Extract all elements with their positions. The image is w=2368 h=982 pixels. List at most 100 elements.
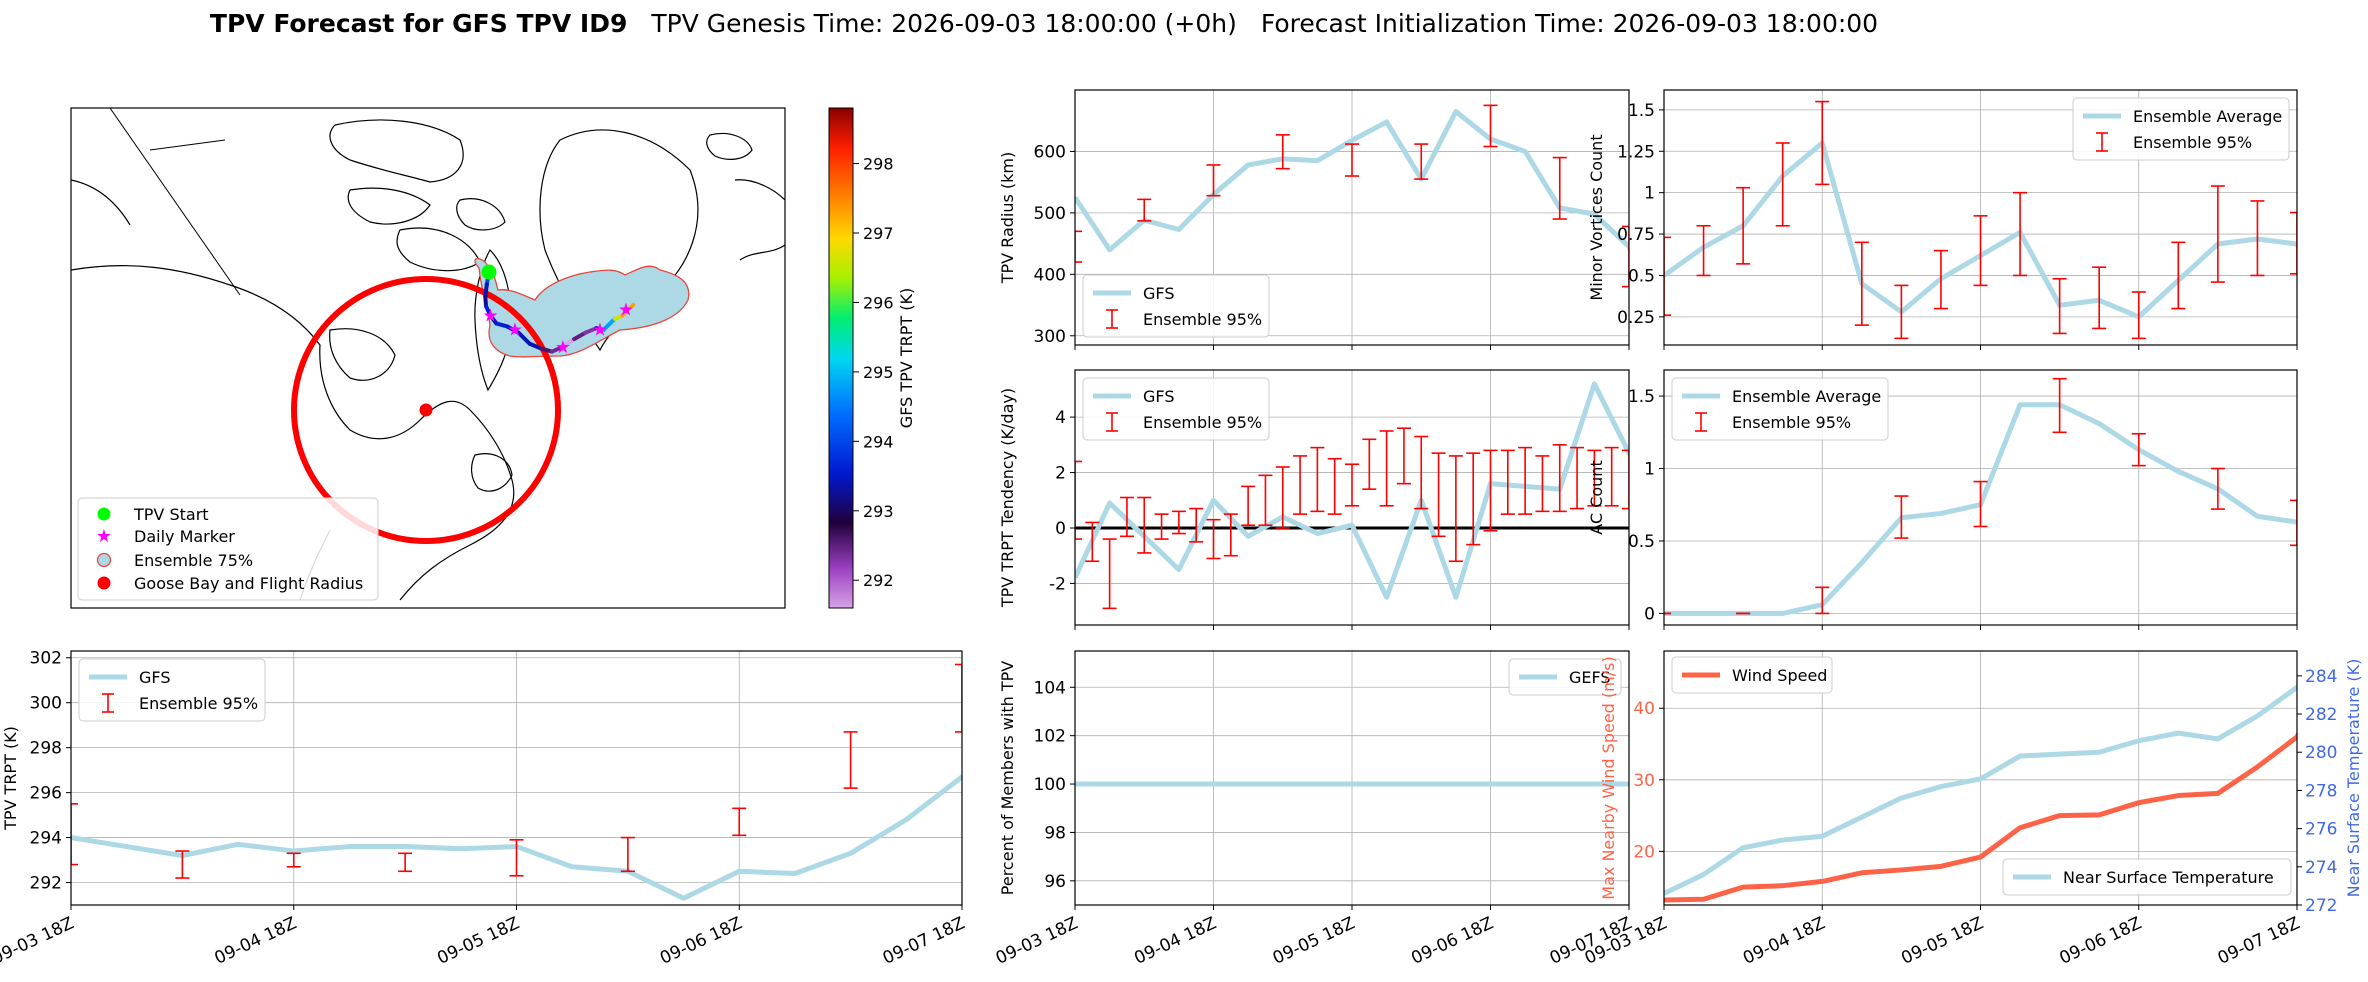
track-segment [583, 326, 599, 335]
daily-marker-star: ★ [618, 299, 634, 320]
daily-marker-star: ★ [507, 320, 523, 341]
y-tick-label: 2 [1055, 464, 1066, 484]
y2-tick-label: 280 [2305, 743, 2337, 763]
plot-area [1664, 377, 2297, 616]
temp-line [1664, 683, 2297, 896]
wind-line [1664, 731, 2297, 903]
y-tick-label: 100 [1034, 775, 1066, 795]
y2-tick-label: 276 [2305, 820, 2337, 840]
legend-ens-icon [96, 552, 112, 568]
x-tick-label: 09-03 18Z [0, 913, 77, 968]
y-tick-label: 20 [1633, 842, 1655, 862]
x-tick-label: 09-05 18Z [1898, 913, 1986, 968]
map-frame [70, 107, 786, 609]
colorbar: 292 293 294 295 296 297 298 GFS TPV TRPT (K) [828, 107, 916, 609]
panel-minor-vortices: 0.25 0.5 0.75 1 1.25 1.5 Minor Vortices Count E… [1587, 89, 2298, 350]
gfs-track [483, 270, 636, 354]
legend: Ensemble Average Ensemble 95% [2072, 97, 2290, 161]
y-tick-label: 1 [1644, 460, 1655, 480]
legend-label: Ensemble Average [2133, 107, 2282, 126]
title-genesis: TPV Genesis Time: 2026-09-03 18:00:00 (+… [650, 9, 1237, 38]
y-tick-label: 600 [1034, 142, 1066, 162]
legend-label: Ensemble 95% [2133, 133, 2252, 152]
y-tick-label: 4 [1055, 408, 1066, 428]
legend: GFS Ensemble 95% [1082, 377, 1270, 441]
plot-area [1664, 100, 2297, 340]
axes-frame [1074, 650, 1630, 906]
panel-tpv-radius: 300 400 500 600 TPV Radius (km) GFS Ensemble 9… [998, 89, 1630, 350]
axes-frame [1074, 369, 1630, 626]
y-axis-label: AC Count [1587, 460, 1606, 534]
colorbar-tick-label: 292 [863, 571, 894, 590]
legend-label: GFS [139, 668, 170, 687]
legend-start-icon [97, 507, 111, 521]
legend-label: Ensemble 95% [1143, 413, 1262, 432]
legend-box [1671, 377, 1889, 441]
x-tick-label: 09-04 18Z [1131, 913, 1219, 968]
legend-box [1671, 656, 1833, 694]
axes-frame [1074, 89, 1630, 346]
colorbar-tick-label: 298 [863, 155, 894, 174]
x-tick-label: 09-04 18Z [212, 913, 300, 968]
y-tick-label: 296 [30, 784, 62, 804]
legend-star-icon: ★ [96, 526, 112, 547]
y-tick-label: 1 [1644, 184, 1655, 204]
track-segment [483, 282, 489, 299]
track-segment [601, 316, 617, 332]
colorbar-tick-label: 294 [863, 432, 894, 451]
x-tick-label: 09-04 18Z [1740, 913, 1828, 968]
y-tick-label: 294 [30, 829, 62, 849]
map-legend: TPV Start ★ Daily Marker Ensemble 75% Go… [77, 497, 379, 601]
x-tick-label: 09-06 18Z [657, 913, 745, 968]
x-tick-label: 09-07 18Z [2215, 913, 2303, 968]
y-axis-label: TPV Radius (km) [998, 152, 1017, 285]
flight-radius-circle [291, 276, 561, 544]
y-tick-label: 30 [1633, 771, 1655, 791]
legend-goose-bay: Goose Bay and Flight Radius [134, 574, 363, 593]
y-tick-label: 0.5 [1628, 532, 1655, 552]
track-segment [549, 344, 565, 354]
y-tick-label: 1.25 [1617, 142, 1655, 162]
plot-area [1664, 683, 2297, 903]
y-tick-label: 300 [1034, 327, 1066, 347]
y-tick-label: 0.5 [1628, 266, 1655, 286]
axes-frame [1663, 369, 2298, 626]
y-tick-label: 400 [1034, 265, 1066, 285]
legend-label: GFS [1143, 387, 1174, 406]
panel-percent-members: 96 98 100 102 104 09-03 18Z 09-04 18Z 09-05 18Z… [993, 650, 1635, 969]
legend: Ensemble Average Ensemble 95% [1671, 377, 1889, 441]
goose-bay-marker [419, 403, 433, 417]
y-tick-label: 1.5 [1628, 101, 1655, 121]
track-segment [561, 337, 577, 349]
y-tick-label: 1.5 [1628, 387, 1655, 407]
legend-label: Wind Speed [1732, 666, 1827, 685]
legend-label: GEFS [1569, 668, 1611, 687]
y-tick-label: 104 [1034, 678, 1066, 698]
ensemble-75-region [474, 257, 690, 358]
legend-box [2002, 858, 2292, 896]
track-segment [527, 341, 543, 351]
legend-goose-icon [97, 576, 111, 590]
y-tick-label: 96 [1044, 872, 1066, 892]
plot-area [1075, 381, 1629, 610]
track-segment [505, 324, 521, 335]
title-init: Forecast Initialization Time: 2026-09-03… [1261, 9, 1878, 38]
daily-marker-star: ★ [592, 320, 608, 341]
plot-area [1075, 104, 1629, 288]
track-segment [572, 330, 588, 342]
colorbar-label: GFS TPV TRPT (K) [897, 288, 916, 428]
legend-box [2072, 97, 2290, 161]
y-axis-label: TPV TRPT Tendency (K/day) [998, 388, 1017, 608]
legend-label: Ensemble 95% [1143, 310, 1262, 329]
y-tick-label: 102 [1034, 727, 1066, 747]
x-tick-label: 09-07 18Z [880, 913, 968, 968]
colorbar-tick-label: 295 [863, 363, 894, 382]
track-segment [516, 330, 532, 346]
legend-label: Ensemble 95% [139, 694, 258, 713]
legend-tpv-start: TPV Start [133, 505, 209, 524]
panel-trpt-tendency: -2 0 2 4 TPV TRPT Tendency (K/day) GFS Ensembl… [998, 369, 1630, 630]
y-tick-label: -2 [1049, 574, 1066, 594]
x-tick-label: 09-03 18Z [993, 913, 1081, 968]
